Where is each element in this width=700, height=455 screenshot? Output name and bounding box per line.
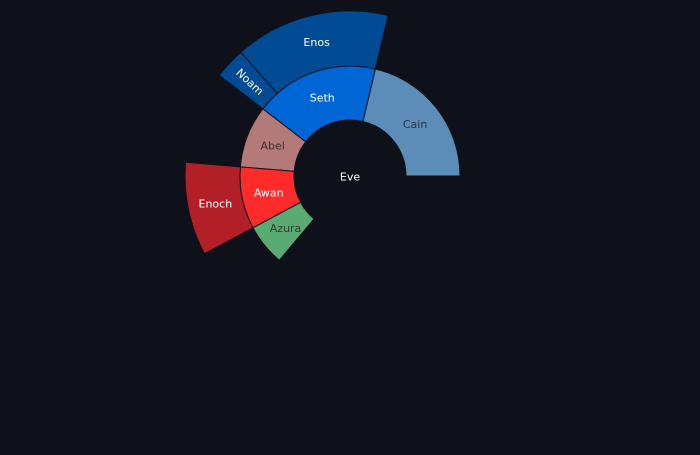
sector-label-enos: Enos xyxy=(303,36,330,49)
sector-root[interactable] xyxy=(294,120,406,232)
center-label: Eve xyxy=(340,171,360,184)
sector-label-awan: Awan xyxy=(254,186,284,199)
sector-label-abel: Abel xyxy=(260,139,284,152)
sector-label-enoch: Enoch xyxy=(199,197,233,210)
sector-label-azura: Azura xyxy=(270,222,302,235)
sector-enoch[interactable] xyxy=(184,161,254,255)
sector-azura[interactable] xyxy=(252,201,315,261)
sector-label-seth: Seth xyxy=(310,91,335,104)
sector-label-cain: Cain xyxy=(403,118,427,131)
